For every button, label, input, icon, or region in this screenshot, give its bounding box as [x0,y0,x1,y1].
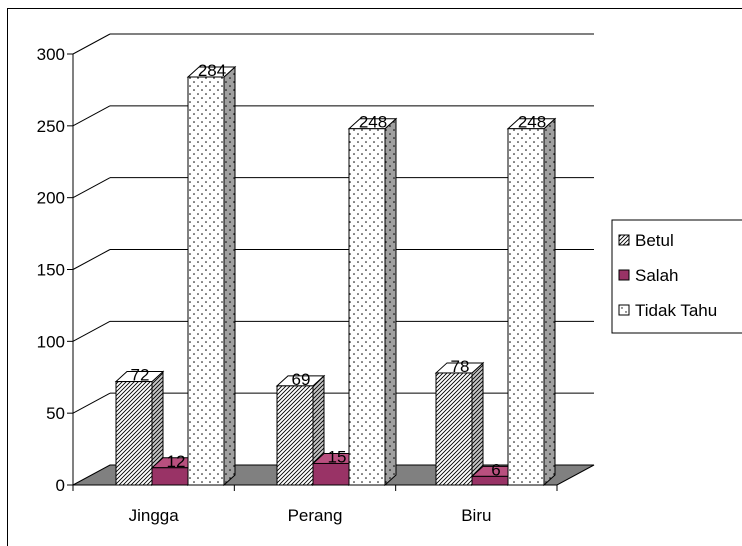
legend-swatch-dot [621,307,623,309]
y-tick-label: 100 [37,332,65,351]
bar-side [384,117,397,487]
legend-swatch [618,269,630,281]
chart-frame [7,8,742,546]
legend: Betul Salah Tidak Tahu [611,219,742,334]
x-tick-label-jingga: Jingga [129,506,180,525]
data-label-betul-jingga: 72 [131,366,150,385]
bar-front [435,372,473,486]
y-tick-label: 150 [37,261,65,280]
legend-item-salah: Salah [618,266,678,285]
y-tick-label: 300 [37,45,65,64]
data-label-tidak-tahu-jingga: 284 [198,61,226,80]
data-label-tidak-tahu-biru: 248 [518,113,546,132]
gridline-depth [72,320,111,342]
legend-label: Salah [635,266,678,285]
data-label-salah-jingga: 12 [167,452,186,471]
legend-swatch-dot [625,311,627,313]
x-tick-label-perang: Perang [288,506,343,525]
bar-betul-jingga [114,370,165,487]
bar-front [507,128,545,486]
bar-side [471,361,484,487]
bar-tidak-tahu-jingga [186,65,237,487]
bar-front [312,462,350,486]
data-label-salah-biru: 6 [491,460,500,479]
legend-label: Betul [635,231,674,250]
bar-front [471,475,509,486]
legend-label: Tidak Tahu [635,301,717,320]
data-label-salah-perang: 15 [328,447,347,466]
data-label-betul-perang: 69 [292,370,311,389]
legend-swatch [618,304,630,316]
gridline-depth [72,392,111,414]
bar-betul-perang [275,374,326,487]
x-tick-label-biru: Biru [461,506,491,525]
bar-betul-biru [434,361,485,487]
gridline-depth [72,177,111,199]
legend-item-tidak-tahu: Tidak Tahu [618,301,717,320]
bar-front [348,128,386,486]
data-label-tidak-tahu-perang: 248 [359,113,387,132]
bar-front [276,385,314,486]
bar-side [223,65,236,487]
y-tick-label: 50 [46,404,65,423]
legend-item-betul: Betul [618,231,674,250]
y-tick-label: 200 [37,189,65,208]
bar-side [543,117,556,487]
gridline-depth [72,249,111,270]
legend-box [611,219,742,334]
data-label-betul-biru: 78 [451,357,470,376]
bar-front [187,76,225,486]
legend-swatch [618,234,630,246]
y-tick-label: 0 [56,476,65,495]
gridline-depth [72,33,111,55]
y-tick-label: 250 [37,117,65,136]
bar-tidak-tahu-perang [347,117,398,487]
gridline-depth [72,105,111,127]
bar-tidak-tahu-biru [506,117,557,487]
bar-front [115,381,153,486]
